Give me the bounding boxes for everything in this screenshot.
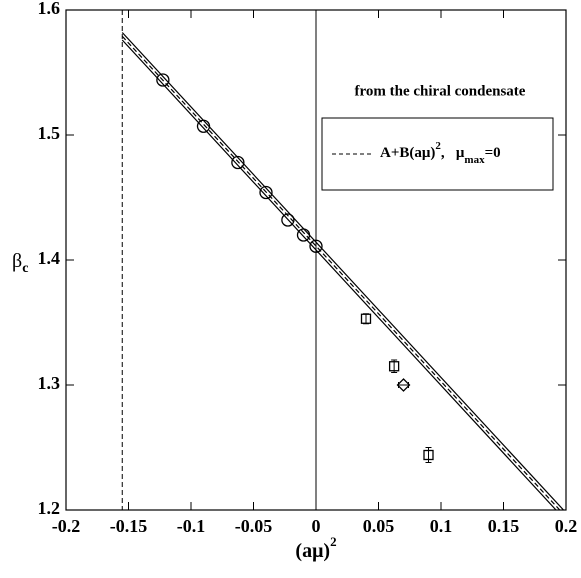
error-bar [363,313,369,325]
x-tick-label: -0.15 [110,516,148,536]
y-tick-label: 1.5 [38,123,61,143]
x-label-sup: 2 [330,534,337,549]
x-tick-label: 0.15 [488,516,520,536]
point [196,119,211,133]
point [388,361,400,372]
point [156,73,170,87]
x-tick-label: -0.1 [177,516,206,536]
y-tick-label: 1.4 [38,248,61,268]
x-tick-label: -0.2 [52,516,81,536]
y-axis-label: βc [12,250,28,277]
y-label-sub: c [22,261,28,276]
legend-part: max [464,154,485,166]
point [231,155,245,170]
fit-line [121,35,561,510]
x-tick-label: 0 [312,516,321,536]
point [309,239,323,253]
x-label-base: (aμ) [295,540,330,562]
fit-line [121,32,564,510]
fit-line [121,39,557,510]
point [259,185,273,200]
annotation: from the chiral condensate [355,83,526,99]
point [423,449,434,461]
point [396,378,411,392]
y-label-base: β [12,250,22,272]
point [281,213,295,227]
x-tick-label: 0.1 [430,516,453,536]
legend-part: A+B(aμ) [380,145,435,161]
legend-part: =0 [485,145,501,161]
point [296,228,311,242]
y-tick-label: 1.2 [38,498,61,518]
y-tick-label: 1.3 [38,373,61,393]
legend-part: 2 [435,140,441,152]
x-tick-label: 0.05 [363,516,395,536]
x-axis-label: (aμ)2 [295,534,336,562]
error-bar [398,382,409,388]
x-tick-label: 0.2 [555,516,578,536]
legend-part: , μ [441,145,465,161]
x-tick-label: -0.05 [235,516,273,536]
y-tick-label: 1.6 [38,0,61,18]
error-bar [425,447,432,463]
point [360,313,372,324]
legend-label: A+B(aμ)2, μmax=0 [380,140,501,166]
